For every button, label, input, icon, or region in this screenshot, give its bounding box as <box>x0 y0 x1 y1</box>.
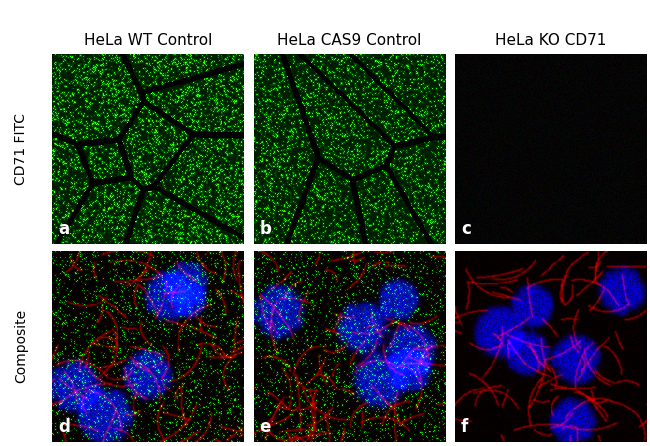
Text: HeLa CAS9 Control: HeLa CAS9 Control <box>277 33 422 48</box>
Text: HeLa WT Control: HeLa WT Control <box>84 33 212 48</box>
Text: c: c <box>461 220 471 239</box>
Text: d: d <box>58 418 70 436</box>
Text: a: a <box>58 220 69 239</box>
Text: e: e <box>259 418 270 436</box>
Text: Composite: Composite <box>14 309 28 383</box>
Text: f: f <box>461 418 468 436</box>
Text: HeLa KO CD71: HeLa KO CD71 <box>495 33 606 48</box>
Text: CD71 FITC: CD71 FITC <box>14 113 28 185</box>
Text: b: b <box>259 220 271 239</box>
